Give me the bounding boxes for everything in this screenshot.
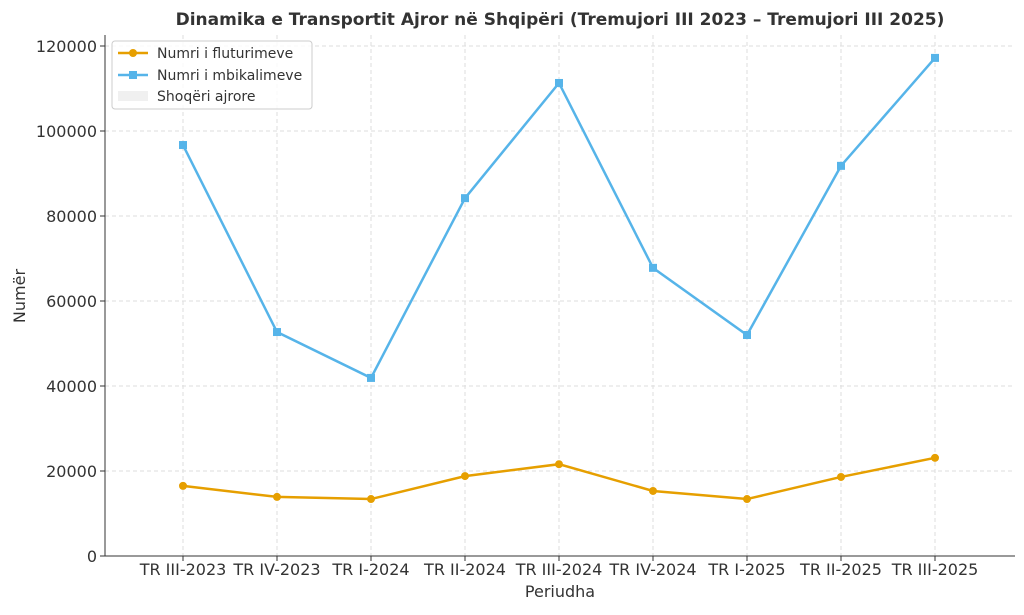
x-tick-label: TR IV-2023 <box>232 560 320 579</box>
x-axis-label: Periudha <box>525 582 595 601</box>
x-tick-label: TR III-2025 <box>891 560 979 579</box>
x-tick-label: TR III-2023 <box>139 560 227 579</box>
data-point <box>931 53 939 62</box>
legend-label-flights: Numri i fluturimeve <box>157 46 293 62</box>
x-tick-label: TR II-2024 <box>423 560 506 579</box>
data-point <box>931 453 939 462</box>
legend-label-overflights: Numri i mbikalimeve <box>157 68 302 84</box>
data-point <box>461 472 469 481</box>
x-tick-label: TR II-2025 <box>799 560 882 579</box>
y-tick-label: 20000 <box>46 462 97 481</box>
legend-marker-flights <box>129 49 137 57</box>
legend-label-airlines: Shoqëri ajrore <box>157 89 255 105</box>
data-point <box>555 460 563 469</box>
x-tick-label: TR I-2024 <box>331 560 409 579</box>
legend-patch-airlines <box>118 91 148 101</box>
y-tick-label: 0 <box>87 547 97 566</box>
legend: Numri i fluturimeve Numri i mbikalimeve … <box>111 40 313 110</box>
data-point <box>649 486 657 495</box>
legend-marker-overflights <box>129 71 137 79</box>
data-point <box>743 495 751 504</box>
data-point <box>367 373 375 382</box>
data-point <box>367 495 375 504</box>
data-point <box>273 328 281 337</box>
y-tick-label: 40000 <box>46 377 97 396</box>
y-axis-label: Numër <box>10 269 29 324</box>
data-point <box>649 263 657 272</box>
x-tick-label: TR III-2024 <box>515 560 603 579</box>
data-point <box>837 472 845 481</box>
data-point <box>179 141 187 150</box>
y-tick-label: 80000 <box>46 207 97 226</box>
data-point <box>555 78 563 87</box>
x-tick-label: TR I-2025 <box>707 560 785 579</box>
data-point <box>461 194 469 203</box>
chart-title: Dinamika e Transportit Ajror në Shqipëri… <box>176 10 945 30</box>
data-point <box>837 161 845 170</box>
data-point <box>273 492 281 501</box>
data-point <box>743 331 751 339</box>
x-tick-label: TR IV-2024 <box>608 560 696 579</box>
y-tick-label: 100000 <box>36 122 97 141</box>
y-tick-label: 120000 <box>36 37 97 56</box>
y-tick-label: 60000 <box>46 292 97 311</box>
data-point <box>179 481 187 490</box>
